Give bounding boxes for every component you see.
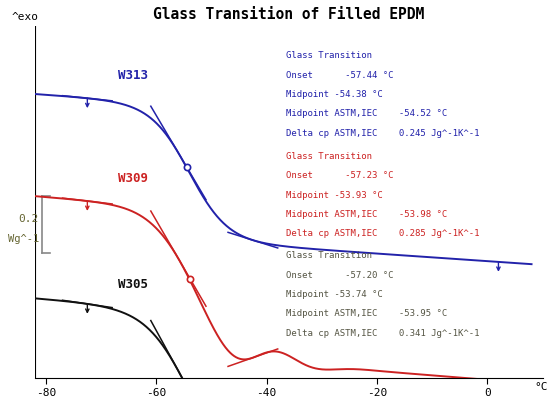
- Text: Midpoint ASTM,IEC    -53.98 °C: Midpoint ASTM,IEC -53.98 °C: [286, 210, 447, 219]
- Text: W309: W309: [118, 172, 148, 185]
- Text: Glass Transition: Glass Transition: [286, 252, 372, 260]
- Text: Delta cp ASTM,IEC    0.245 Jg^-1K^-1: Delta cp ASTM,IEC 0.245 Jg^-1K^-1: [286, 128, 479, 138]
- Text: Onset      -57.23 °C: Onset -57.23 °C: [286, 171, 394, 180]
- Text: Delta cp ASTM,IEC    0.341 Jg^-1K^-1: Delta cp ASTM,IEC 0.341 Jg^-1K^-1: [286, 328, 479, 337]
- Text: Midpoint -54.38 °C: Midpoint -54.38 °C: [286, 90, 383, 99]
- Text: ^exo: ^exo: [11, 12, 38, 22]
- Text: Onset      -57.20 °C: Onset -57.20 °C: [286, 271, 394, 280]
- Text: Glass Transition: Glass Transition: [286, 152, 372, 161]
- Text: Glass Transition: Glass Transition: [286, 51, 372, 60]
- Text: Wg^-1: Wg^-1: [8, 234, 39, 244]
- Text: Midpoint ASTM,IEC    -54.52 °C: Midpoint ASTM,IEC -54.52 °C: [286, 109, 447, 118]
- Text: Midpoint ASTM,IEC    -53.95 °C: Midpoint ASTM,IEC -53.95 °C: [286, 309, 447, 318]
- Text: Delta cp ASTM,IEC    0.285 Jg^-1K^-1: Delta cp ASTM,IEC 0.285 Jg^-1K^-1: [286, 229, 479, 238]
- Text: W313: W313: [118, 69, 148, 82]
- Text: Onset      -57.44 °C: Onset -57.44 °C: [286, 71, 394, 80]
- Title: Glass Transition of Filled EPDM: Glass Transition of Filled EPDM: [153, 7, 424, 22]
- Text: °C: °C: [534, 382, 548, 392]
- Text: W305: W305: [118, 278, 148, 291]
- Text: Midpoint -53.93 °C: Midpoint -53.93 °C: [286, 191, 383, 200]
- Text: 0.2: 0.2: [18, 214, 39, 224]
- Text: Midpoint -53.74 °C: Midpoint -53.74 °C: [286, 290, 383, 299]
